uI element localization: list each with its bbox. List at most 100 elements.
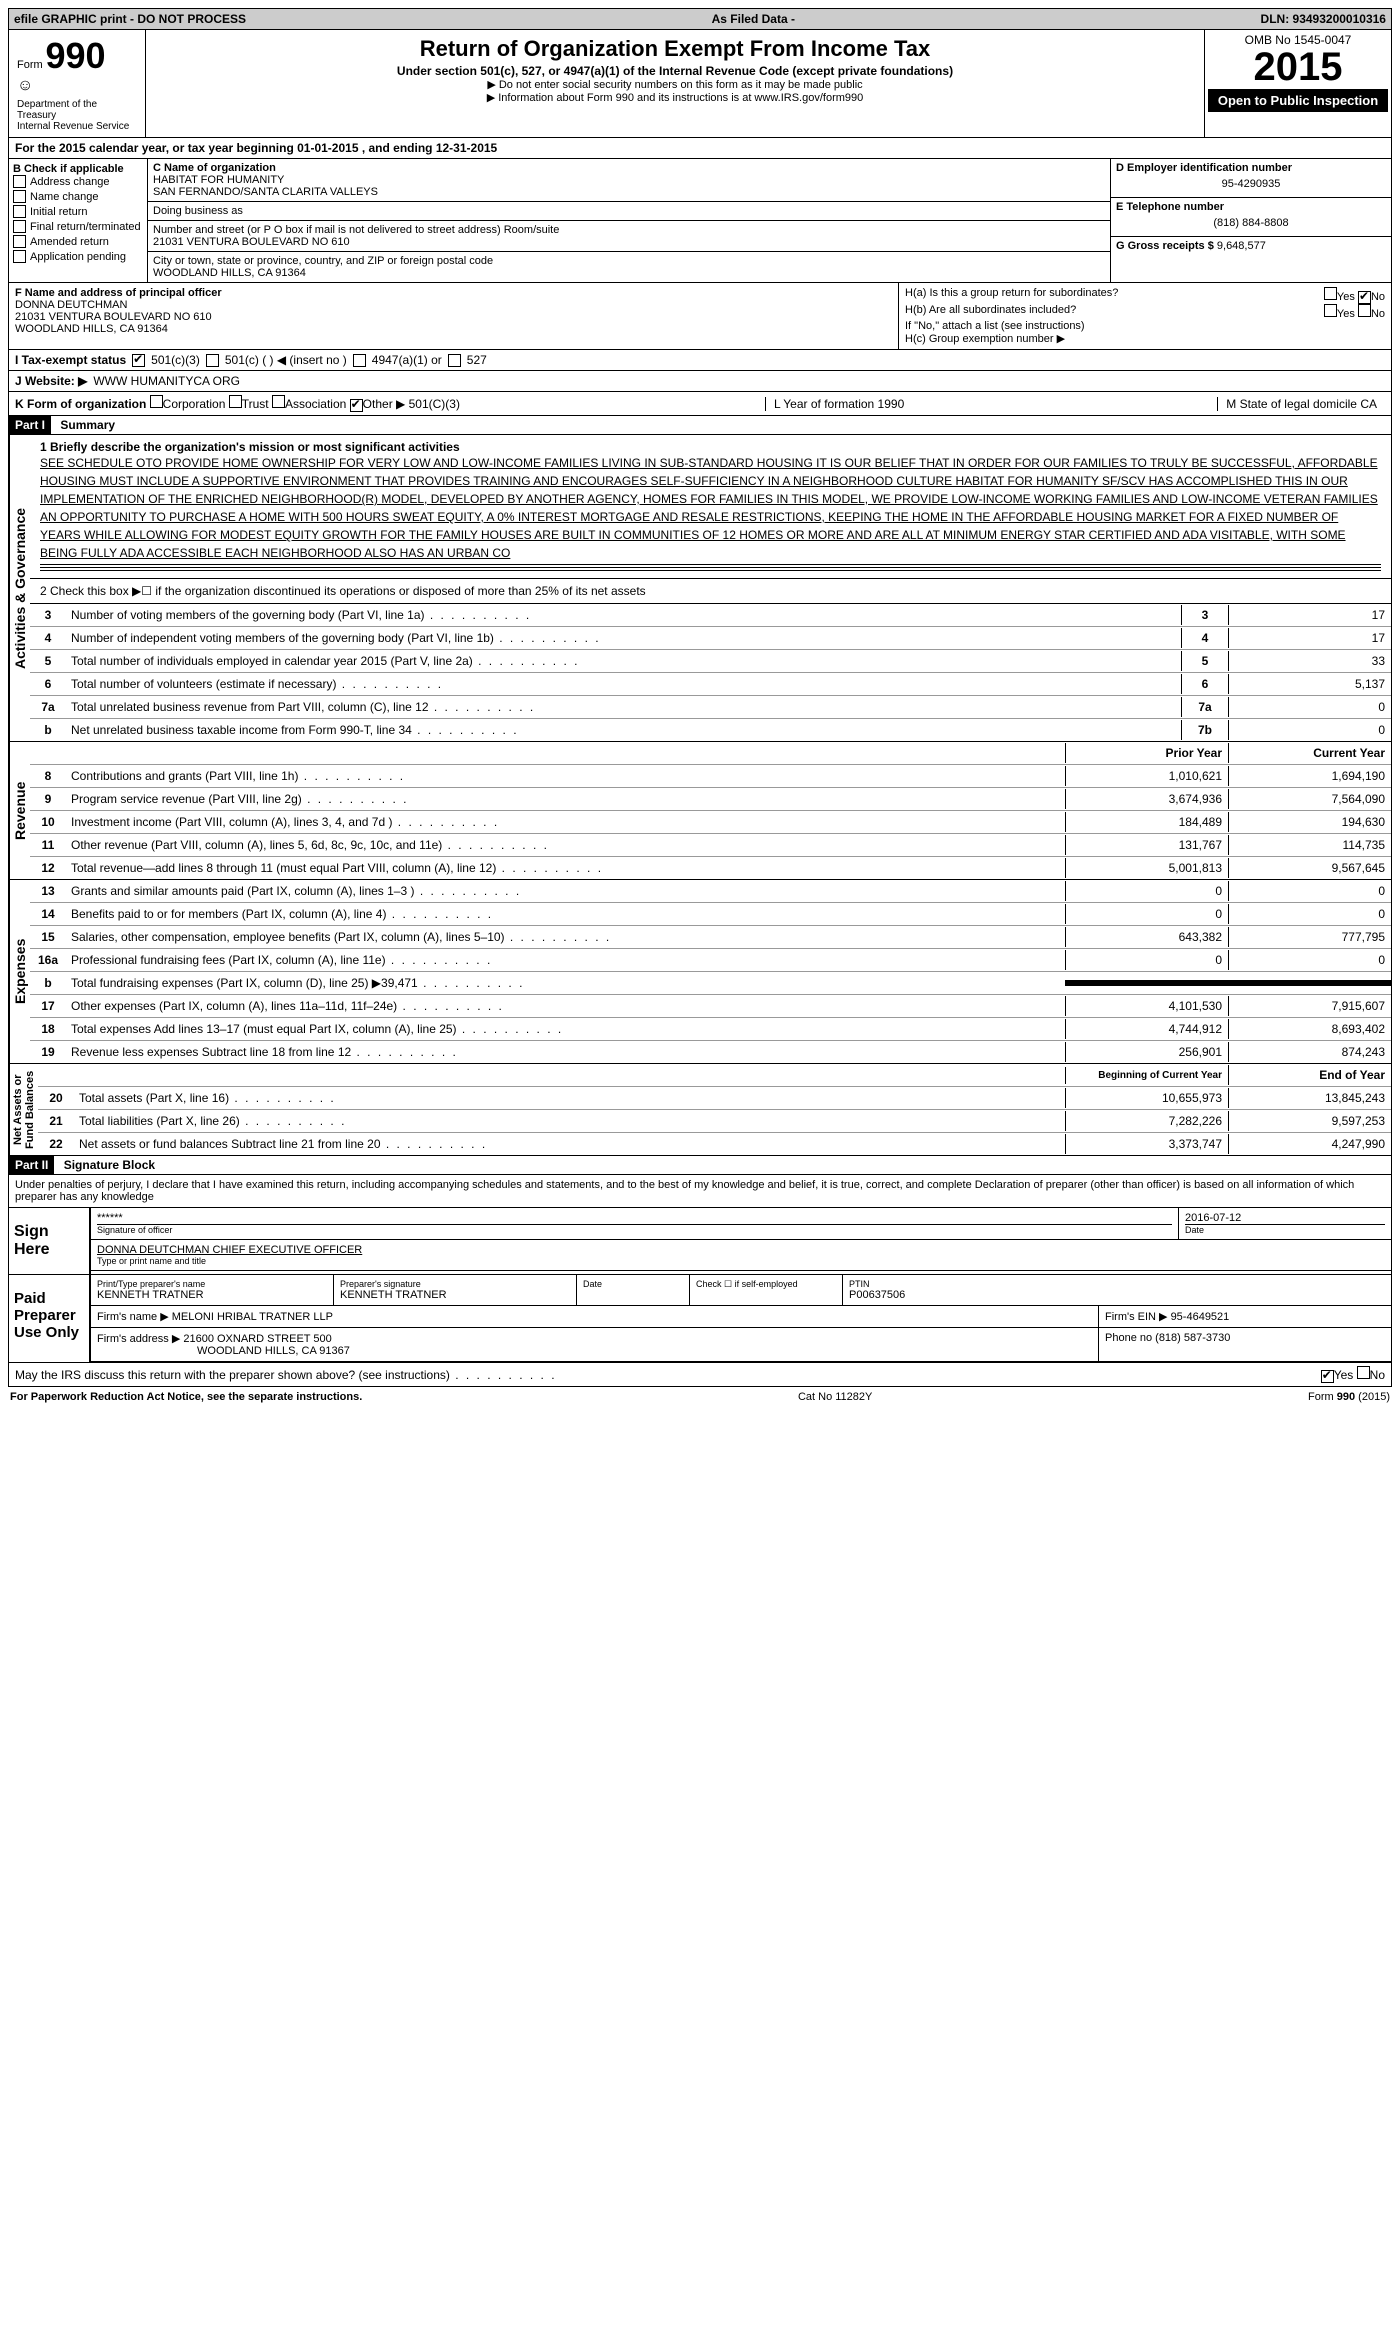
- hb-yes[interactable]: [1324, 304, 1337, 317]
- preparer-name: KENNETH TRATNER: [97, 1289, 327, 1301]
- ptin: P00637506: [849, 1289, 1385, 1301]
- sig-date: 2016-07-12: [1185, 1212, 1385, 1224]
- line-label: Salaries, other compensation, employee b…: [66, 927, 1065, 947]
- line-label: Total fundraising expenses (Part IX, col…: [66, 973, 1065, 993]
- preparer-sig: KENNETH TRATNER: [340, 1289, 570, 1301]
- cb-527[interactable]: [448, 354, 461, 367]
- line-label: Professional fundraising fees (Part IX, …: [66, 950, 1065, 970]
- line-label: Contributions and grants (Part VIII, lin…: [66, 766, 1065, 786]
- line-label: Total revenue—add lines 8 through 11 (mu…: [66, 858, 1065, 878]
- discuss-row: May the IRS discuss this return with the…: [8, 1363, 1392, 1387]
- addr-label: Number and street (or P O box if mail is…: [153, 224, 1105, 236]
- topbar-mid: As Filed Data -: [712, 12, 795, 26]
- cb-address-change[interactable]: [13, 175, 26, 188]
- website: WWW HUMANITYCA ORG: [93, 374, 240, 388]
- i-label: I Tax-exempt status: [15, 353, 126, 367]
- city-label: City or town, state or province, country…: [153, 255, 1105, 267]
- line-label: Total assets (Part X, line 16): [74, 1088, 1065, 1108]
- ha-yes[interactable]: [1324, 287, 1337, 300]
- form-header: Form 990 ☺ Department of the Treasury In…: [8, 30, 1392, 138]
- j-label: J Website: ▶: [15, 374, 87, 388]
- cb-trust[interactable]: [229, 395, 242, 408]
- org-name-1: HABITAT FOR HUMANITY: [153, 174, 1105, 186]
- sig-officer-label: Signature of officer: [97, 1224, 1172, 1235]
- vlabel-governance: Activities & Governance: [9, 435, 30, 741]
- officer-name: DONNA DEUTCHMAN: [15, 299, 892, 311]
- form-word: Form: [17, 59, 43, 71]
- firm-ein: 95-4649521: [1171, 1311, 1230, 1323]
- discuss-text: May the IRS discuss this return with the…: [15, 1368, 450, 1382]
- f-label: F Name and address of principal officer: [15, 287, 892, 299]
- hc-label: H(c) Group exemption number ▶: [905, 332, 1385, 345]
- part2-header: Part II: [9, 1156, 54, 1174]
- part2-title: Signature Block: [58, 1156, 161, 1174]
- gov-val: 17: [1228, 628, 1391, 648]
- prior-year-head: Prior Year: [1065, 743, 1228, 763]
- topbar-left: efile GRAPHIC print - DO NOT PROCESS: [14, 12, 246, 26]
- end-year-head: End of Year: [1228, 1065, 1391, 1085]
- k-other-val: 501(C)(3): [409, 397, 460, 411]
- name-title-label: Type or print name and title: [97, 1256, 1385, 1266]
- line-label: Benefits paid to or for members (Part IX…: [66, 904, 1065, 924]
- line-i: I Tax-exempt status 501(c)(3) 501(c) ( )…: [8, 350, 1392, 371]
- l-year: L Year of formation 1990: [765, 397, 912, 411]
- hb-label: H(b) Are all subordinates included?: [905, 304, 1076, 320]
- m-state: M State of legal domicile CA: [1217, 397, 1385, 411]
- officer-addr1: 21031 VENTURA BOULEVARD NO 610: [15, 311, 892, 323]
- cb-4947[interactable]: [353, 354, 366, 367]
- col-c: C Name of organization HABITAT FOR HUMAN…: [148, 159, 1110, 282]
- phone-value: (818) 884-8808: [1116, 213, 1386, 233]
- gross-receipts: 9,648,577: [1217, 240, 1266, 252]
- discuss-no[interactable]: [1357, 1366, 1370, 1379]
- footer-mid: Cat No 11282Y: [798, 1391, 872, 1403]
- sig-date-label: Date: [1185, 1224, 1385, 1235]
- line-label: Revenue less expenses Subtract line 18 f…: [66, 1042, 1065, 1062]
- k-label: K Form of organization: [15, 397, 146, 411]
- part1-bar: Part I Summary: [8, 416, 1392, 435]
- cb-501c[interactable]: [206, 354, 219, 367]
- hb-no[interactable]: [1358, 304, 1371, 317]
- note-2: ▶ Information about Form 990 and its ins…: [156, 91, 1194, 104]
- cb-final-return[interactable]: [13, 220, 26, 233]
- line-label: Net assets or fund balances Subtract lin…: [74, 1134, 1065, 1154]
- footer: For Paperwork Reduction Act Notice, see …: [8, 1387, 1392, 1407]
- summary-table: Activities & Governance 1 Briefly descri…: [8, 435, 1392, 1156]
- section-bcdefg: B Check if applicable Address change Nam…: [8, 159, 1392, 283]
- vlabel-revenue: Revenue: [9, 742, 30, 879]
- topbar-right: DLN: 93493200010316: [1261, 12, 1386, 26]
- footer-left: For Paperwork Reduction Act Notice, see …: [10, 1391, 362, 1403]
- cb-501c3[interactable]: [132, 354, 145, 367]
- discuss-yes[interactable]: [1321, 1370, 1334, 1383]
- cb-name-change[interactable]: [13, 190, 26, 203]
- gov-val: 5,137: [1228, 674, 1391, 694]
- firm-addr: 21600 OXNARD STREET 500: [183, 1333, 331, 1345]
- cb-initial-return[interactable]: [13, 205, 26, 218]
- gov-label: Number of voting members of the governin…: [66, 605, 1181, 625]
- c-name-label: C Name of organization: [153, 162, 1105, 174]
- line-label: Other expenses (Part IX, column (A), lin…: [66, 996, 1065, 1016]
- paid-prep-label: Paid Preparer Use Only: [9, 1275, 91, 1362]
- line-a: For the 2015 calendar year, or tax year …: [8, 138, 1392, 159]
- col-b: B Check if applicable Address change Nam…: [9, 159, 148, 282]
- gov-label: Total number of volunteers (estimate if …: [66, 674, 1181, 694]
- form-subtitle: Under section 501(c), 527, or 4947(a)(1)…: [156, 64, 1194, 78]
- cb-corp[interactable]: [150, 395, 163, 408]
- cb-assoc[interactable]: [272, 395, 285, 408]
- col-dg: D Employer identification number 95-4290…: [1110, 159, 1391, 282]
- line-j: J Website: ▶ WWW HUMANITYCA ORG: [8, 371, 1392, 392]
- firm-phone: (818) 587-3730: [1155, 1332, 1230, 1344]
- g-label: G Gross receipts $: [1116, 240, 1214, 252]
- ha-no[interactable]: [1358, 291, 1371, 304]
- gov-val: 0: [1228, 720, 1391, 740]
- cb-application-pending[interactable]: [13, 250, 26, 263]
- section-fh: F Name and address of principal officer …: [8, 283, 1392, 350]
- sign-here-block: Sign Here ****** Signature of officer 20…: [8, 1208, 1392, 1275]
- sign-here-label: Sign Here: [9, 1208, 91, 1274]
- line-label: Grants and similar amounts paid (Part IX…: [66, 881, 1065, 901]
- cb-amended[interactable]: [13, 235, 26, 248]
- line-label: Total expenses Add lines 13–17 (must equ…: [66, 1019, 1065, 1039]
- cb-other[interactable]: [350, 399, 363, 412]
- form-number: 990: [45, 35, 105, 76]
- org-city: WOODLAND HILLS, CA 91364: [153, 267, 1105, 279]
- note-1: ▶ Do not enter social security numbers o…: [156, 78, 1194, 91]
